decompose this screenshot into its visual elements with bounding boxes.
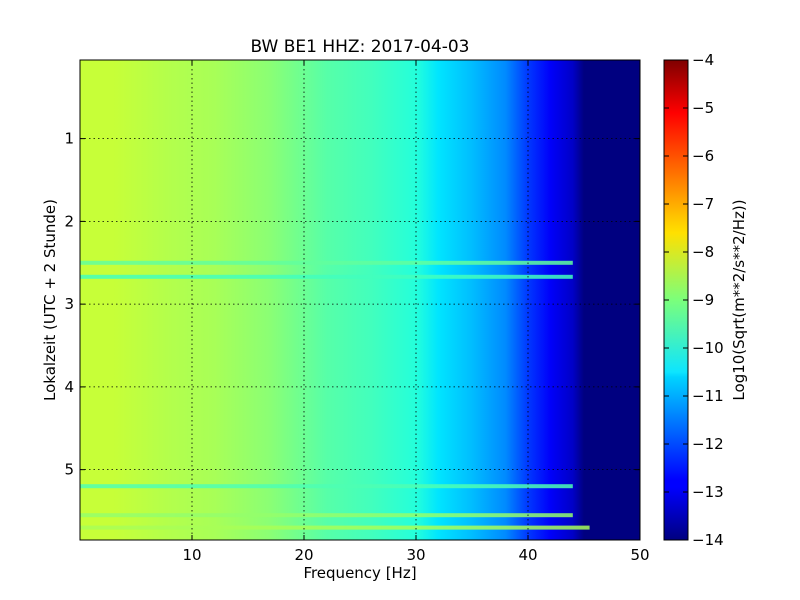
x-axis: 10 20 30 40 50: [182, 60, 650, 564]
y-tick-label: 3: [64, 295, 74, 313]
spectrogram-band: [80, 274, 573, 279]
colorbar-tick-label: −9: [692, 291, 714, 309]
colorbar: −14 −13 −12 −11 −10 −9 −8 −7 −6 −5 −4 Log10(Sqrt(m…: [663, 51, 748, 549]
y-tick-label: 1: [64, 130, 74, 148]
y-tick-label: 2: [64, 212, 74, 230]
y-axis: 1 2 3 4 5: [64, 130, 640, 479]
colorbar-tick-label: −4: [692, 51, 714, 69]
chart-title: BW BE1 HHZ: 2017-04-03: [250, 37, 469, 57]
spectrogram-band: [80, 513, 573, 518]
y-tick-label: 4: [64, 378, 74, 396]
y-tick-label: 5: [64, 461, 74, 479]
spectrogram-band: [80, 525, 590, 530]
colorbar-tick-label: −7: [692, 195, 714, 213]
plot-area: [79, 59, 641, 541]
x-tick-label: 40: [518, 546, 537, 564]
x-tick-label: 50: [630, 546, 649, 564]
spectrogram-band: [80, 484, 573, 489]
colorbar-tick-label: −13: [692, 483, 724, 501]
colorbar-tick-label: −11: [692, 387, 724, 405]
x-tick-label: 30: [406, 546, 425, 564]
colorbar-ticks: −14 −13 −12 −11 −10 −9 −8 −7 −6 −5 −4: [664, 51, 724, 549]
y-axis-label: Lokalzeit (UTC + 2 Stunde): [41, 199, 59, 401]
plot-frame: [79, 59, 641, 541]
x-axis-label: Frequency [Hz]: [303, 564, 416, 582]
colorbar-tick-label: −12: [692, 435, 724, 453]
x-tick-label: 20: [294, 546, 313, 564]
x-tick-label: 10: [182, 546, 201, 564]
spectrogram-image: [80, 60, 640, 540]
spectrogram-band: [80, 260, 573, 265]
colorbar-tick-label: −14: [692, 531, 724, 549]
colorbar-tick-label: −10: [692, 339, 724, 357]
colorbar-tick-label: −6: [692, 147, 714, 165]
colorbar-label: Log10(Sqrt(m**2/s**2/Hz)): [730, 199, 748, 400]
heatmap-overlays: [80, 260, 590, 530]
grid-lines: [80, 60, 640, 540]
colorbar-tick-label: −8: [692, 243, 714, 261]
colorbar-tick-label: −5: [692, 99, 714, 117]
